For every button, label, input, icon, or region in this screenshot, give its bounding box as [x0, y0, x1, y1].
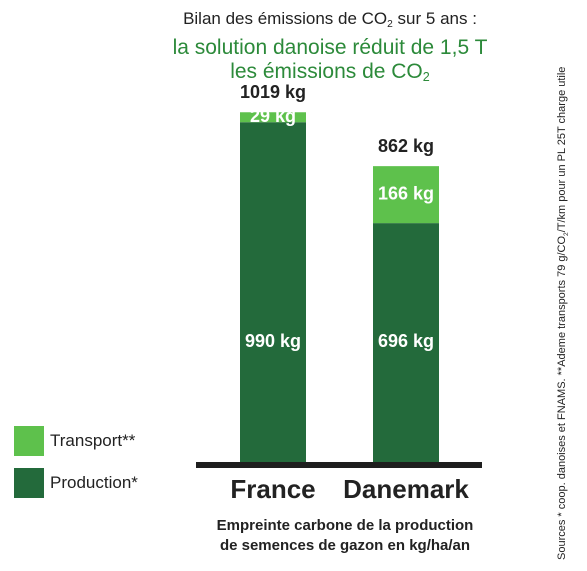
bar-france-production	[240, 122, 306, 463]
title-subscript: 2	[387, 19, 393, 30]
title-text: Bilan des émissions de CO	[183, 9, 388, 28]
data-label-danemark-transport: 166 kg	[378, 183, 434, 203]
x-tick-label-danemark: Danemark	[343, 474, 469, 504]
sources-note: Sources * coop. danoises et FNAMS. **Ade…	[556, 67, 570, 560]
bar-danemark-transport	[373, 166, 439, 224]
legend-swatch-transport	[14, 426, 44, 456]
caption-line-1: Empreinte carbone de la production	[216, 517, 474, 534]
legend-swatch-production	[14, 468, 44, 498]
subtitle-subscript: 2	[422, 70, 430, 84]
legend-item-transport: Transport**	[14, 426, 135, 456]
caption-line-2: de semences de gazon en kg/ha/an	[219, 537, 471, 554]
bar-france-transport	[240, 112, 306, 123]
chart-subtitle-line-1: la solution danoise réduit de 1,5 T	[172, 36, 488, 59]
data-label-france-transport: 29 kg	[250, 106, 296, 126]
subtitle-text: les émissions de CO	[230, 60, 423, 83]
total-label-danemark: 862 kg	[378, 136, 434, 156]
title-text: sur 5 ans :	[392, 9, 477, 28]
x-axis-baseline	[196, 462, 482, 468]
chart-title-line-1: Bilan des émissions de CO2 sur 5 ans :	[150, 8, 510, 36]
legend-item-production: Production*	[14, 468, 138, 498]
bar-danemark-production	[373, 223, 439, 462]
data-label-danemark-production: 696 kg	[378, 331, 434, 351]
total-label-france: 1019 kg	[240, 82, 306, 102]
data-label-france-production: 990 kg	[245, 331, 301, 351]
legend-label-transport: Transport**	[50, 431, 136, 450]
chart-subtitle-line-2: les émissions de CO2	[150, 60, 510, 89]
sources-text: /T/km pour un PL 25T charge utile	[556, 66, 568, 233]
legend-label-production: Production*	[50, 473, 138, 492]
sources-subscript: 2	[563, 232, 570, 236]
chart-title: Bilan des émissions de CO2 sur 5 ans : l…	[150, 8, 510, 89]
x-tick-label-france: France	[230, 474, 315, 504]
x-axis-caption: Empreinte carbone de la production de se…	[190, 516, 500, 556]
sources-text: Sources * coop. danoises et FNAMS. **Ade…	[556, 235, 568, 560]
